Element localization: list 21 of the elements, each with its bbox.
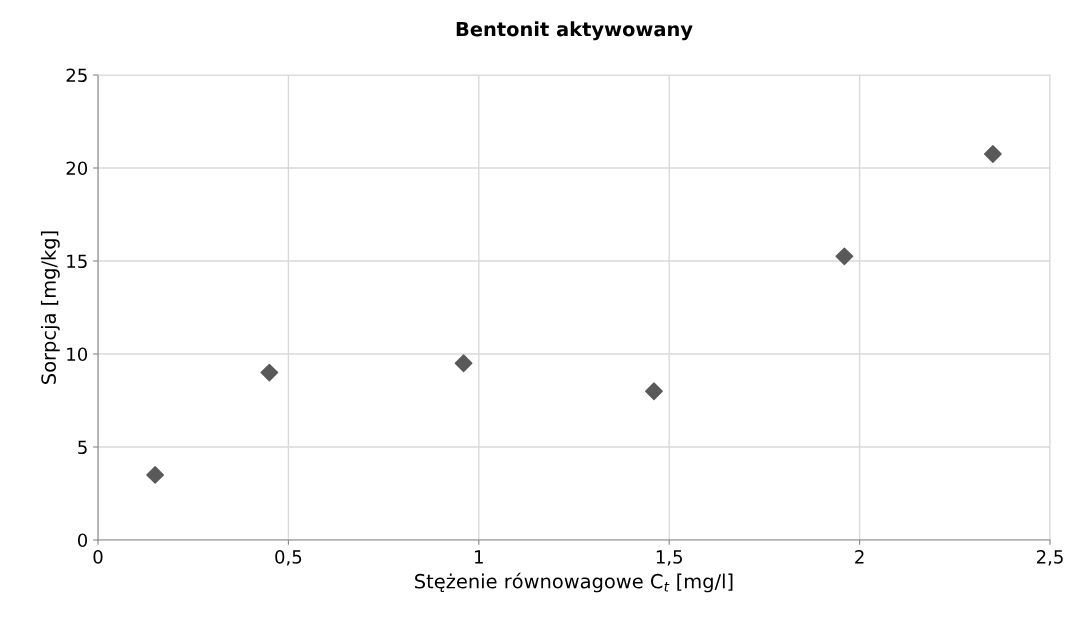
- point: [454, 354, 473, 373]
- chart-title: Bentonit aktywowany: [456, 21, 693, 41]
- point: [645, 382, 663, 401]
- x-tick-label: 1: [475, 550, 483, 564]
- y-tick-label: 15: [67, 254, 87, 269]
- x-tick-label: 2,5: [1036, 550, 1063, 566]
- x-tick-label: 0,5: [275, 550, 302, 566]
- point: [146, 465, 165, 484]
- y-tick-label: 0: [77, 533, 88, 548]
- y-tick-label: 10: [67, 347, 88, 362]
- point: [260, 363, 279, 382]
- x-tick-label: 1,5: [656, 550, 682, 566]
- x-axis-title: Stężenie równowagowe C$_{t}$ [mg/l]: [415, 572, 733, 593]
- y-tick-label: 5: [78, 440, 87, 455]
- point: [983, 145, 1002, 163]
- y-tick-label: 20: [66, 161, 88, 176]
- x-tick-label: 0: [93, 550, 103, 564]
- y-axis-title: Sorpcja [mg/kg]: [40, 231, 60, 384]
- point: [835, 247, 854, 266]
- x-tick-label: 2: [855, 550, 864, 564]
- y-tick-label: 25: [66, 68, 87, 83]
